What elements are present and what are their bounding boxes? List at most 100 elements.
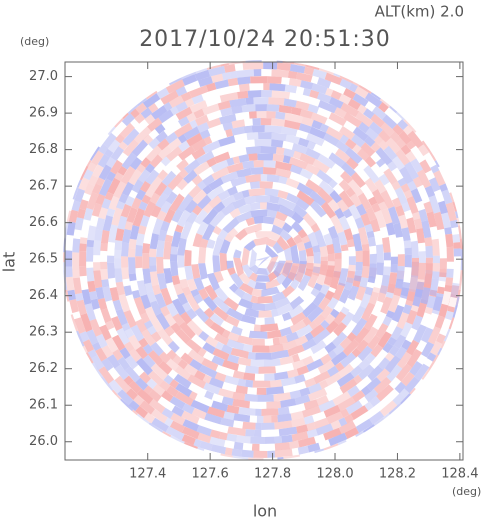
echo-cell [365, 352, 376, 363]
echo-cell [227, 332, 240, 342]
echo-cell [202, 374, 212, 384]
echo-cell [163, 121, 182, 137]
echo-cell [177, 267, 187, 281]
echo-cell [260, 174, 268, 182]
echo-cell [254, 255, 271, 261]
echo-cell [348, 246, 356, 257]
echo-cell [104, 191, 114, 201]
echo-cell [277, 457, 285, 460]
echo-cell [264, 436, 276, 444]
echo-cell [203, 136, 213, 145]
echo-cell [121, 322, 131, 332]
echo-cell [302, 212, 317, 227]
echo-cell [377, 397, 391, 410]
echo-cell [90, 298, 100, 310]
echo-cell [209, 436, 226, 447]
echo-cell [271, 349, 290, 360]
echo-cell [236, 435, 251, 444]
echo-cell [384, 181, 399, 201]
echo-cell [302, 301, 318, 318]
echo-cell [297, 274, 312, 292]
echo-cell [121, 256, 129, 268]
echo-cell [357, 104, 368, 114]
echo-cell [326, 411, 344, 425]
echo-cell [266, 104, 280, 112]
echo-cell [207, 406, 225, 419]
echo-cell [95, 193, 106, 206]
echo-cell [177, 134, 188, 144]
echo-cell [218, 388, 234, 399]
echo-cell [373, 376, 392, 395]
echo-cell [290, 164, 303, 175]
echo-cell [210, 444, 227, 455]
echo-cell [189, 358, 203, 371]
echo-cell [313, 417, 330, 429]
echo-cell [333, 322, 347, 337]
echo-cell [129, 280, 139, 292]
echo-cell [177, 255, 185, 268]
echo-cell [346, 332, 357, 342]
echo-cell [128, 238, 137, 249]
echo-cell [409, 275, 419, 290]
echo-cell [379, 400, 398, 417]
echo-cell [165, 358, 179, 371]
echo-cell [221, 396, 234, 406]
echo-cell [316, 107, 332, 119]
echo-cell [252, 244, 267, 254]
echo-cell [135, 346, 149, 360]
echo-cell [283, 148, 295, 158]
echo-cell [171, 275, 181, 286]
echo-cell [110, 316, 123, 331]
echo-cell [231, 448, 243, 457]
echo-cell [108, 195, 120, 211]
echo-cell [156, 338, 172, 355]
x-axis-label: lon [253, 502, 277, 521]
echo-cell [291, 431, 309, 442]
echo-cell [338, 179, 351, 192]
echo-cell [109, 287, 120, 302]
echo-cell [378, 201, 388, 211]
echo-cell [212, 296, 230, 314]
echo-cell [180, 91, 192, 102]
echo-cell [173, 283, 184, 296]
y-tick-label: 26.8 [29, 142, 58, 157]
echo-cell [283, 247, 293, 261]
echo-cell [388, 206, 400, 225]
echo-cell [130, 324, 145, 342]
echo-cell [298, 249, 307, 265]
echo-cell [87, 162, 97, 173]
echo-cell [317, 187, 334, 204]
echo-cell [283, 383, 298, 394]
echo-cell [210, 159, 229, 173]
echo-cell [202, 184, 213, 195]
echo-cell [113, 181, 127, 199]
echo-cell [265, 278, 281, 290]
echo-cell [156, 273, 167, 290]
echo-cell [213, 151, 231, 164]
echo-cell [299, 168, 314, 180]
echo-cell [193, 277, 205, 292]
echo-cell [368, 263, 377, 277]
echo-cell [394, 187, 408, 205]
echo-cell [169, 193, 185, 212]
echo-cell [117, 215, 128, 230]
echo-cell [274, 436, 283, 444]
echo-cell [396, 266, 405, 282]
echo-cell [124, 221, 134, 231]
echo-cell [280, 376, 296, 387]
echo-cell [221, 344, 233, 355]
echo-cell [354, 86, 369, 99]
echo-cell [303, 399, 319, 411]
echo-cell [145, 169, 160, 185]
echo-cell [273, 260, 286, 278]
echo-cell [156, 210, 167, 221]
echo-cell [222, 216, 240, 234]
echo-cell [412, 176, 424, 188]
echo-cell [264, 317, 275, 325]
echo-cell [291, 143, 308, 155]
echo-cell [338, 417, 348, 427]
echo-cell [119, 122, 135, 139]
echo-cell [312, 291, 326, 307]
echo-cell [93, 255, 101, 263]
echo-cell [66, 221, 76, 236]
